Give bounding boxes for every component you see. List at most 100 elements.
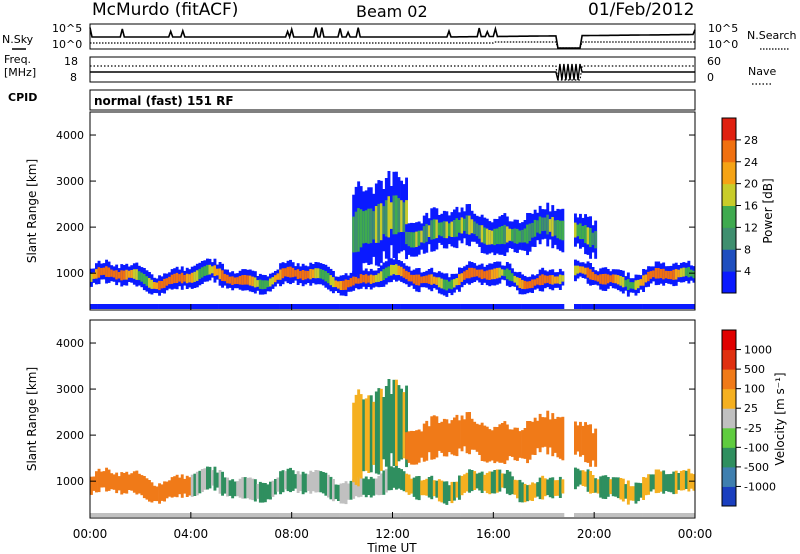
velocity-echo-cell: [410, 430, 413, 465]
velocity-echo-cell: [105, 467, 108, 492]
velocity-ground-scatter: [100, 513, 103, 517]
power-ground-scatter: [195, 304, 199, 309]
velocity-echo-cell: [516, 427, 519, 461]
power-echo-cell: [659, 269, 663, 279]
velocity-ground-scatter: [448, 513, 451, 517]
velocity-ground-scatter: [180, 513, 184, 517]
velocity-echo-cell: [463, 419, 466, 447]
power-echo-cell: [662, 268, 666, 280]
velocity-echo-cell: [420, 480, 424, 496]
velocity-echo-cell: [470, 418, 474, 450]
power-echo-cell: [327, 273, 330, 284]
power-echo-cell: [488, 269, 492, 280]
power-echo-cell: [395, 195, 398, 235]
power-echo-cell: [601, 274, 605, 285]
velocity-echo-cell: [107, 469, 111, 491]
velocity-ground-scatter: [246, 513, 250, 517]
velocity-echo-cell: [397, 385, 401, 462]
velocity-echo-cell: [238, 478, 242, 498]
velocity-echo-cell: [589, 471, 592, 494]
power-colorbar-tick-label: 4: [744, 265, 751, 278]
freq-tick-top: 18: [64, 55, 78, 68]
power-echo-cell: [263, 280, 267, 289]
velocity-echo-cell: [190, 474, 194, 497]
velocity-ground-scatter: [258, 513, 262, 517]
power-ground-scatter: [498, 304, 502, 309]
power-echo-cell: [455, 218, 459, 237]
velocity-echo-cell: [122, 473, 126, 494]
power-echo-cell: [382, 269, 386, 280]
power-ground-scatter: [243, 304, 247, 309]
power-echo-cell: [604, 273, 608, 285]
power-echo-cell: [485, 228, 489, 245]
power-echo-cell: [362, 211, 366, 244]
velocity-colorbar-frame: [721, 329, 737, 507]
power-echo-cell: [435, 219, 439, 239]
power-echo-cell: [158, 280, 161, 291]
velocity-echo-cell: [276, 477, 280, 492]
velocity-echo-cell: [619, 478, 623, 500]
velocity-ground-scatter: [558, 513, 562, 517]
power-echo-cell: [445, 221, 449, 239]
x-tick-label: 20:00: [577, 527, 612, 541]
power-ground-scatter: [430, 304, 434, 309]
velocity-ground-scatter: [518, 513, 522, 517]
velocity-ground-scatter: [480, 513, 484, 517]
velocity-echo-cell: [175, 474, 179, 498]
power-echo-cell: [478, 225, 482, 239]
power-ground-scatter: [347, 304, 350, 309]
power-echo-cell: [442, 279, 446, 290]
velocity-ground-scatter: [122, 513, 126, 517]
velocity-echo-cell: [173, 476, 177, 497]
power-echo-cell: [652, 270, 655, 278]
nave-trace: [90, 65, 695, 81]
power-echo-cell: [430, 274, 434, 285]
power-echo-cell: [511, 229, 514, 242]
velocity-echo-cell: [551, 413, 555, 457]
power-ground-scatter: [407, 304, 411, 309]
velocity-ground-scatter: [382, 513, 386, 517]
power-echo-cell: [377, 273, 381, 282]
power-ground-scatter: [425, 304, 429, 309]
velocity-colorbar-tick-label: -1000: [744, 480, 776, 493]
velocity-colorbar-tick-label: 100: [744, 383, 765, 396]
velocity-echo-cell: [435, 416, 439, 458]
power-ground-scatter: [304, 304, 308, 309]
power-ytick-label: 1000: [56, 267, 84, 280]
velocity-echo-cell: [450, 481, 454, 504]
velocity-panel: 1000 2000 3000 4000 Slant Range [km] 1000 50…: [25, 319, 787, 519]
power-echo-cell: [624, 280, 628, 287]
power-ground-scatter: [682, 304, 686, 309]
power-echo-cell: [324, 271, 328, 282]
power-ground-scatter: [168, 304, 171, 309]
power-ground-scatter: [216, 304, 219, 309]
velocity-echo-cell: [289, 467, 292, 493]
velocity-ground-scatter: [392, 513, 396, 517]
velocity-echo-cell: [609, 479, 613, 495]
velocity-ground-scatter: [604, 513, 608, 517]
freq-panel: Freq. [MHz] 18 8 60 0 Nave: [4, 53, 776, 85]
velocity-echo-cell: [397, 468, 401, 489]
power-echo-cell: [448, 223, 451, 237]
power-ground-scatter: [614, 304, 618, 309]
power-echo-cell: [329, 275, 333, 286]
velocity-echo-cell: [349, 480, 353, 500]
power-echo-cell: [432, 219, 436, 240]
power-ground-scatter: [526, 304, 529, 309]
velocity-ground-scatter: [594, 513, 598, 517]
velocity-echo-cell: [470, 470, 474, 492]
power-echo-cell: [306, 270, 310, 279]
velocity-colorbar-tick-label: 1000: [744, 344, 772, 357]
velocity-echo-cell: [626, 480, 630, 505]
velocity-ground-scatter: [349, 513, 353, 517]
velocity-ground-scatter: [251, 513, 255, 517]
velocity-echo-cell: [458, 475, 461, 500]
velocity-echo-cell: [392, 467, 396, 488]
velocity-echo-cell: [390, 394, 393, 454]
velocity-ground-scatter: [289, 513, 292, 517]
velocity-echo-cell: [339, 483, 343, 504]
velocity-echo-cell: [405, 432, 408, 460]
velocity-echo-cell: [150, 482, 154, 503]
velocity-echo-cell: [359, 394, 363, 479]
power-colorbar-swatch: [722, 227, 736, 250]
